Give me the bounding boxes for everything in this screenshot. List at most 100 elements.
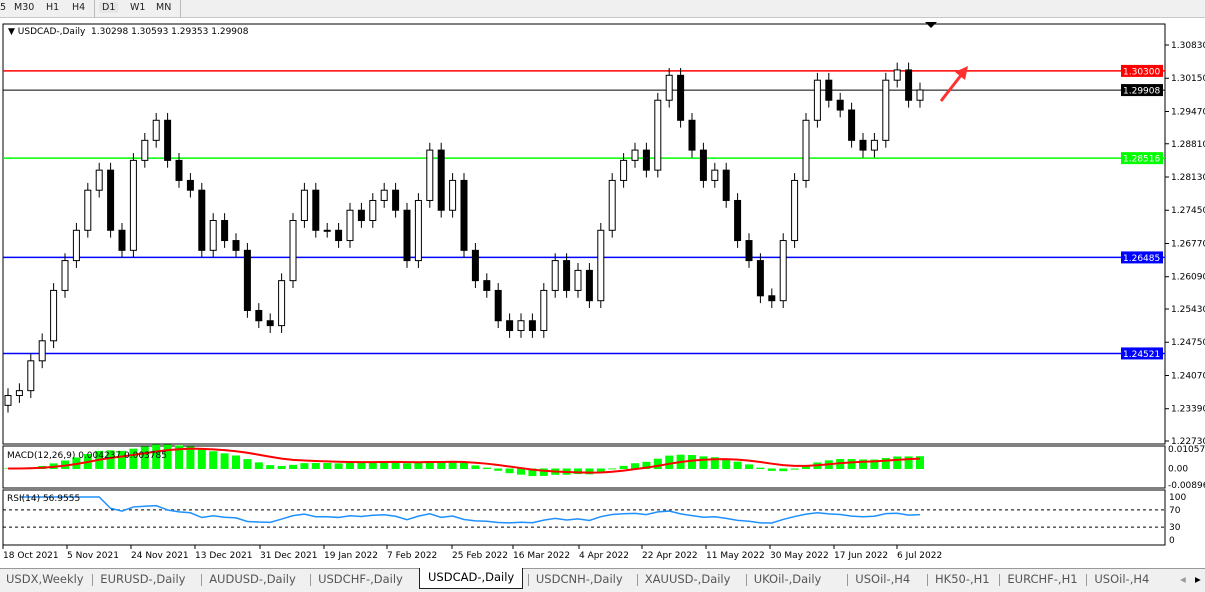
- bearish-candle: [255, 309, 263, 322]
- tab-scroll-right-icon[interactable]: ▸: [1195, 572, 1201, 586]
- level-price-label: 1.30300: [1123, 67, 1160, 77]
- bullish-candle: [882, 79, 890, 141]
- macd-histogram-bar: [802, 466, 810, 469]
- bullish-candle: [870, 139, 878, 151]
- bullish-candle: [631, 149, 639, 161]
- bullish-candle: [916, 89, 924, 101]
- macd-histogram-bar: [893, 456, 902, 469]
- bearish-candle: [734, 199, 742, 242]
- timeframe-h1[interactable]: H1: [46, 2, 60, 13]
- macd-histogram-bar: [152, 444, 161, 469]
- date-tick-label: 19 Jan 2022: [324, 551, 378, 561]
- macd-histogram-bar: [619, 465, 628, 469]
- bearish-candle: [688, 119, 696, 151]
- level-price-badge: [1121, 152, 1163, 165]
- macd-histogram-bar: [756, 467, 765, 469]
- tab-usdcnh-daily[interactable]: USDCNH-,Daily: [535, 572, 623, 586]
- timeframe-h4[interactable]: H4: [72, 2, 86, 13]
- macd-histogram-bar: [289, 464, 297, 469]
- timeframe-m30[interactable]: M30: [14, 2, 35, 13]
- bullish-candle: [72, 229, 80, 262]
- macd-histogram-bar: [175, 445, 183, 469]
- bullish-candle: [27, 360, 35, 392]
- tab-separator: [201, 574, 203, 586]
- macd-histogram-bar: [790, 468, 799, 470]
- bearish-candle: [266, 320, 274, 327]
- tab-eurusd-daily[interactable]: EURUSD-,Daily: [100, 572, 186, 586]
- macd-histogram-bar: [745, 464, 753, 469]
- bullish-candle: [813, 79, 821, 121]
- legend-arrow-icon[interactable]: ▼: [8, 27, 15, 37]
- timeframe-d1[interactable]: D1: [99, 2, 119, 13]
- macd-histogram-bar: [574, 468, 582, 475]
- tab-scroll-left-icon[interactable]: ◂: [1180, 572, 1186, 586]
- tab-eurchf-h1[interactable]: EURCHF-,H1: [1007, 572, 1078, 586]
- timeframe-5[interactable]: 5: [0, 2, 7, 13]
- chart-shift-icon: [925, 22, 937, 28]
- date-tick-label: 24 Nov 2021: [131, 551, 189, 561]
- bullish-candle: [323, 229, 331, 232]
- macd-histogram-bar: [916, 456, 924, 469]
- bullish-candle: [278, 280, 286, 327]
- tab-hk50-h1[interactable]: HK50-,H1: [935, 572, 990, 586]
- tab-separator: [310, 574, 312, 586]
- tab-usdx-weekly[interactable]: USDX,Weekly: [6, 572, 84, 586]
- macd-histogram-bar: [870, 459, 879, 469]
- tab-separator: [527, 574, 529, 586]
- bearish-candle: [745, 240, 753, 262]
- macd-histogram-bar: [243, 459, 252, 469]
- rsi-tick-label: 30: [1169, 523, 1181, 533]
- macd-histogram-bar: [653, 458, 662, 469]
- timeframe-mn[interactable]: MN: [156, 2, 172, 13]
- bearish-candle: [563, 260, 571, 291]
- macd-histogram-bar: [460, 462, 468, 469]
- tab-usoil-h4[interactable]: USOil-,H4: [1094, 572, 1150, 586]
- macd-histogram-bar: [710, 457, 719, 469]
- tab-usoil-h4[interactable]: USOil-,H4: [855, 572, 911, 586]
- tab-usdchf-daily[interactable]: USDCHF-,Daily: [318, 572, 403, 586]
- rsi-panel-border: [2, 489, 1166, 546]
- level-price-label: 1.24521: [1123, 350, 1160, 360]
- date-tick-label: 5 Nov 2021: [67, 551, 119, 561]
- price-tick-label: 1.29470: [1171, 107, 1205, 117]
- bullish-candle: [346, 209, 354, 242]
- macd-histogram-bar: [106, 450, 115, 469]
- tab-xauusd-daily[interactable]: XAUUSD-,Daily: [644, 572, 731, 586]
- macd-histogram-bar: [722, 458, 731, 469]
- red-arrow-icon: [939, 73, 964, 102]
- bullish-candle: [540, 289, 548, 332]
- bearish-candle: [335, 229, 343, 242]
- tab-separator: [92, 574, 94, 586]
- tab-usdcad-daily[interactable]: USDCAD-,Daily: [419, 568, 524, 589]
- tab-separator: [636, 574, 638, 586]
- macd-histogram-bar: [471, 465, 480, 469]
- bullish-candle: [802, 119, 810, 181]
- date-tick-label: 4 Apr 2022: [579, 551, 629, 561]
- macd-histogram-bar: [505, 468, 514, 474]
- timeframe-toolbar: 5 M30 H1 H4 D1 W1 MN: [0, 0, 1205, 18]
- macd-signal-line: [7, 447, 921, 474]
- timeframe-w1[interactable]: W1: [130, 2, 146, 13]
- bullish-candle: [300, 189, 308, 222]
- bearish-candle: [836, 99, 844, 111]
- bearish-candle: [243, 249, 251, 311]
- bullish-candle: [426, 149, 434, 201]
- level-price-label: 1.28516: [1123, 155, 1160, 165]
- macd-tick-label: -0.00896: [1168, 481, 1205, 491]
- bullish-candle: [791, 179, 799, 242]
- chart-area[interactable]: 1.30830 1.30150 1.29470 1.28810 1.28130 1.274…: [0, 20, 1205, 568]
- tab-separator: [927, 574, 928, 586]
- macd-histogram-bar: [232, 455, 240, 469]
- macd-histogram-bar: [425, 461, 434, 469]
- bullish-candle: [50, 289, 58, 342]
- rsi-tick-label: 70: [1169, 506, 1181, 516]
- bearish-candle: [494, 289, 502, 322]
- tab-ukoil-daily[interactable]: UKOil-,Daily: [753, 572, 822, 586]
- date-tick-label: 18 Oct 2021: [3, 551, 59, 561]
- macd-histogram-bar: [118, 450, 126, 469]
- tab-separator: [745, 574, 747, 586]
- tab-audusd-daily[interactable]: AUDUSD-,Daily: [209, 572, 296, 586]
- macd-histogram-bar: [334, 463, 343, 469]
- bearish-candle: [357, 209, 365, 222]
- main-panel-border: [2, 23, 1166, 445]
